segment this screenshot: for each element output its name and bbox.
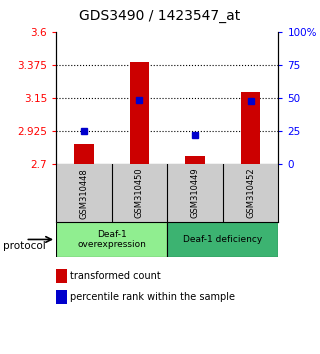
Text: GSM310450: GSM310450	[135, 168, 144, 218]
Text: transformed count: transformed count	[70, 271, 161, 281]
Text: GSM310448: GSM310448	[79, 168, 88, 218]
Bar	[185, 156, 205, 164]
Bar	[167, 222, 278, 257]
Bar	[56, 222, 167, 257]
Bar	[74, 143, 93, 164]
Text: GDS3490 / 1423547_at: GDS3490 / 1423547_at	[79, 9, 241, 23]
Bar	[241, 92, 260, 164]
Bar	[130, 62, 149, 164]
Text: percentile rank within the sample: percentile rank within the sample	[70, 292, 236, 302]
Text: Deaf-1
overexpression: Deaf-1 overexpression	[77, 230, 146, 249]
Text: GSM310449: GSM310449	[190, 168, 199, 218]
Text: GSM310452: GSM310452	[246, 168, 255, 218]
Text: Deaf-1 deficiency: Deaf-1 deficiency	[183, 235, 262, 244]
Text: protocol: protocol	[3, 241, 46, 251]
